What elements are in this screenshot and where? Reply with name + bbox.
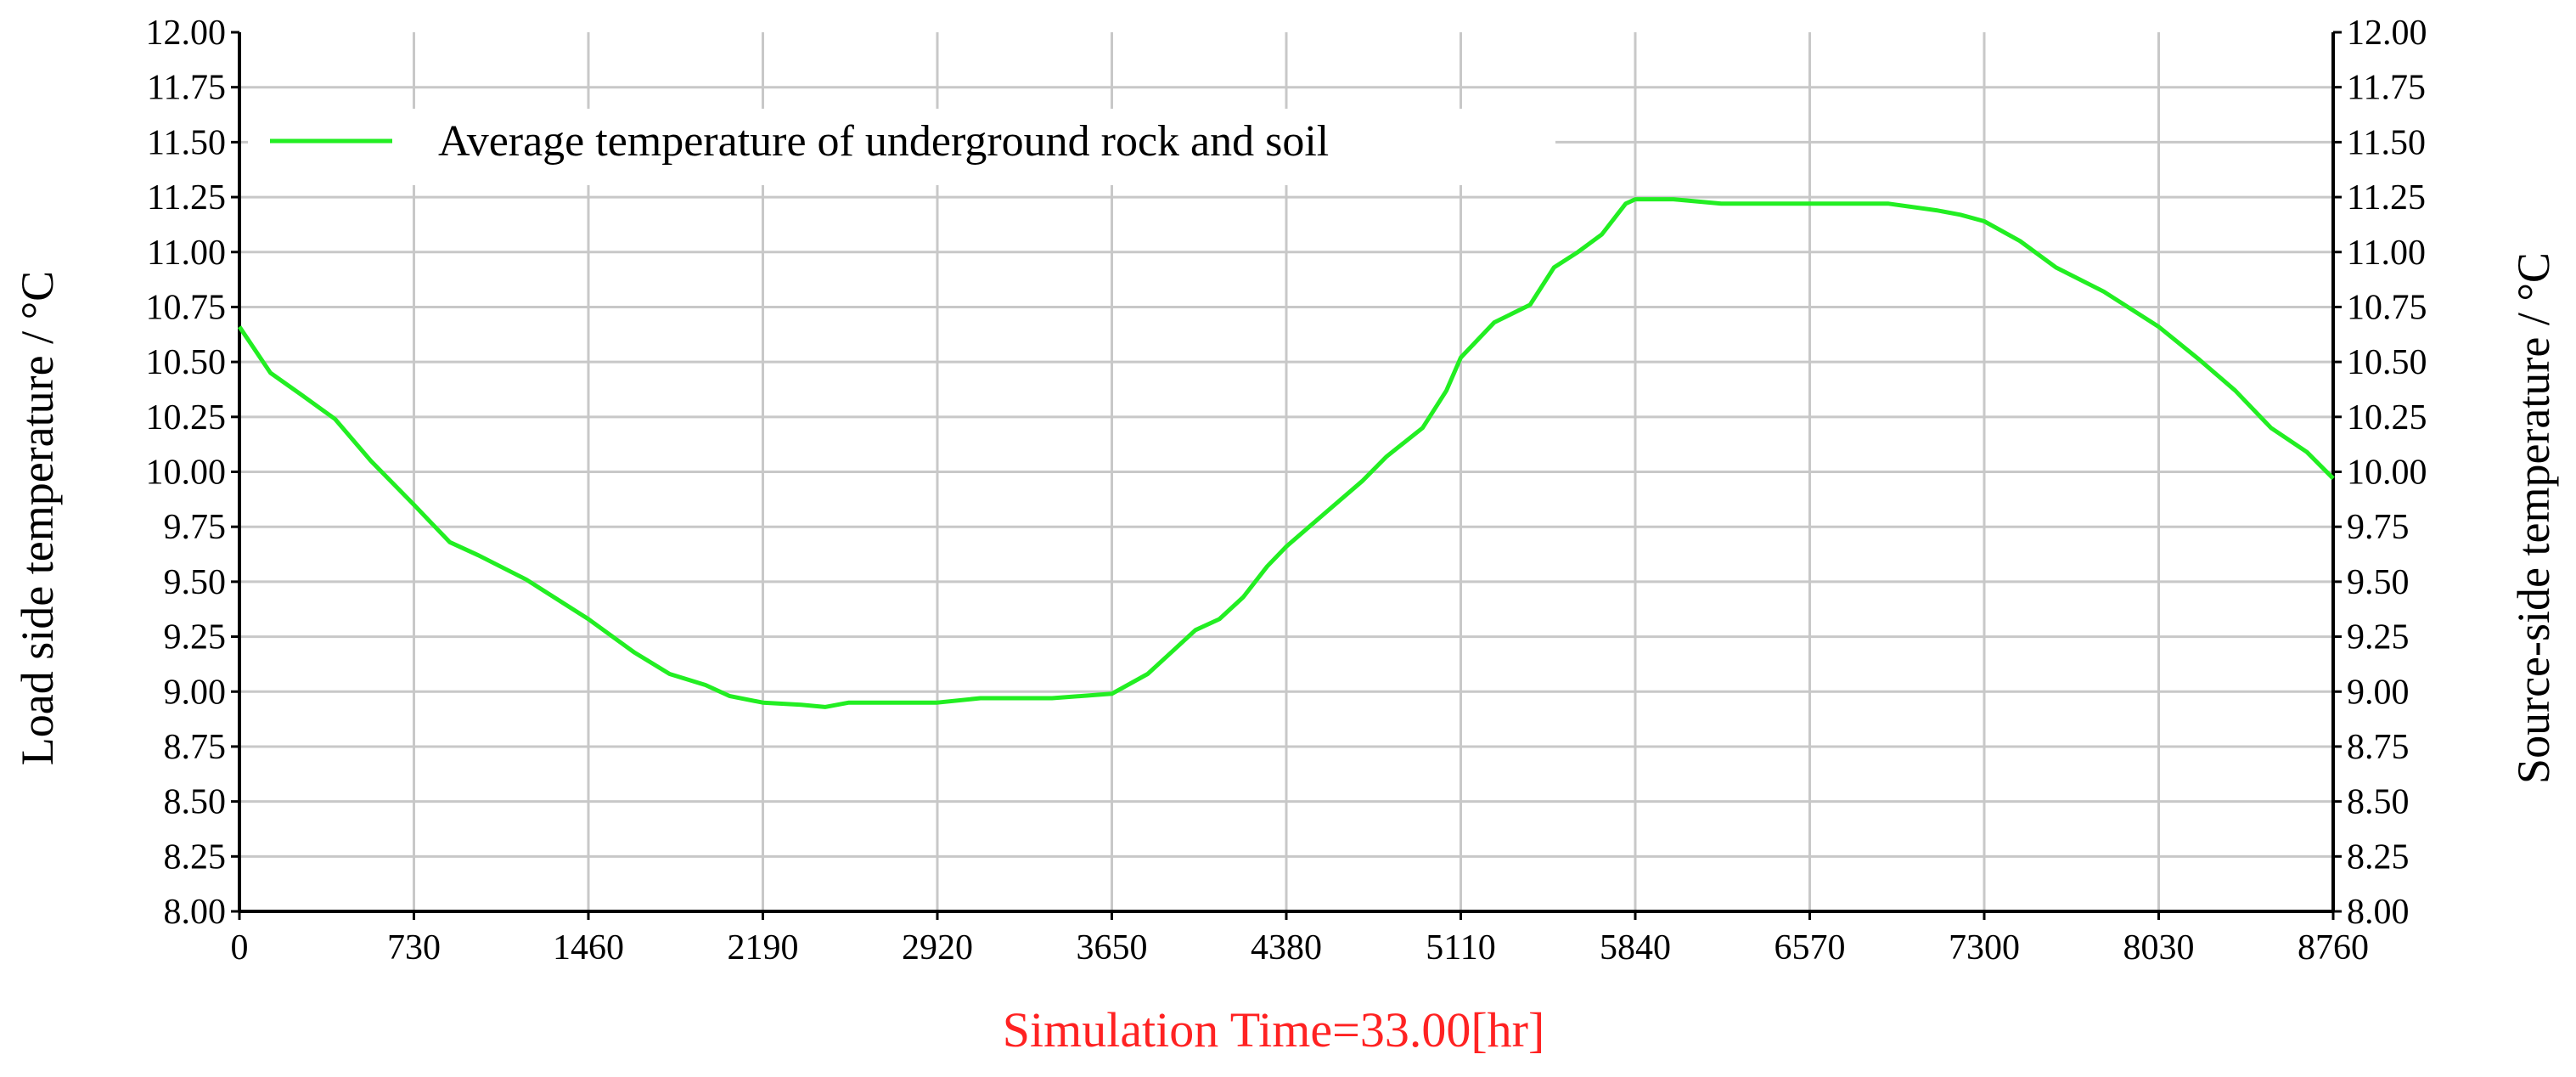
y-tick-label-right: 9.50 [2347, 563, 2410, 602]
y-tick-label-left: 10.50 [146, 343, 227, 382]
axes [231, 31, 2342, 920]
x-tick-label: 1460 [553, 928, 624, 967]
y-tick-label-right: 8.25 [2347, 837, 2410, 877]
y-tick-label-right: 12.00 [2347, 14, 2427, 53]
y-tick-label-left: 9.50 [164, 563, 227, 602]
y-axis-title-right: Source-side temperature / °C [2508, 252, 2559, 784]
y-axis-title-left: Load side temperature / °C [12, 271, 63, 765]
y-tick-label-right: 9.00 [2347, 673, 2410, 712]
y-tick-label-left: 9.75 [164, 508, 227, 547]
series-line-average-temperature [237, 197, 2335, 709]
y-tick-label-right: 10.75 [2347, 288, 2427, 327]
y-tick-label-left: 11.00 [147, 234, 226, 273]
x-tick-label: 7300 [1949, 928, 2020, 967]
y-tick-label-left: 9.25 [164, 618, 227, 657]
legend: Average temperature of underground rock … [248, 109, 1555, 185]
x-tick-label: 8030 [2123, 928, 2195, 967]
y-tick-label-right: 8.50 [2347, 783, 2410, 822]
x-tick-label: 5110 [1426, 928, 1495, 967]
x-tick-label: 5840 [1600, 928, 1671, 967]
series-lines [237, 197, 2335, 709]
y-tick-label-right: 9.25 [2347, 618, 2410, 657]
y-tick-label-right: 10.50 [2347, 343, 2427, 382]
x-tick-label: 2920 [902, 928, 973, 967]
y-tick-label-left: 8.75 [164, 728, 227, 767]
x-tick-label: 730 [387, 928, 441, 967]
x-axis-title: Simulation Time=33.00[hr] [1003, 1002, 1545, 1057]
y-tick-label-right: 10.25 [2347, 398, 2427, 437]
x-tick-label: 0 [231, 928, 249, 967]
x-tick-label: 2190 [728, 928, 799, 967]
y-tick-label-left: 8.25 [164, 837, 227, 877]
x-tick-label: 4380 [1251, 928, 1322, 967]
y-tick-label-right: 11.25 [2347, 178, 2426, 217]
legend-background [248, 109, 1555, 185]
y-tick-label-right: 9.75 [2347, 508, 2410, 547]
y-tick-label-right: 8.00 [2347, 893, 2410, 932]
x-tick-label: 8760 [2298, 928, 2369, 967]
y-tick-label-left: 12.00 [146, 14, 227, 53]
y-tick-label-right: 11.50 [2347, 123, 2426, 162]
y-tick-label-left: 10.00 [146, 454, 227, 493]
x-tick-label: 6570 [1775, 928, 1846, 967]
y-tick-label-left: 9.00 [164, 673, 227, 712]
x-tick-label: 3650 [1077, 928, 1148, 967]
tick-labels: 8.00 8.00 8.25 8.25 8.50 8.50 8.75 8.75 9.00 9.00… [146, 14, 2427, 967]
y-tick-label-right: 8.75 [2347, 728, 2410, 767]
y-tick-label-right: 11.00 [2347, 234, 2426, 273]
y-tick-label-left: 8.00 [164, 893, 227, 932]
y-tick-label-left: 10.75 [146, 288, 227, 327]
y-tick-label-left: 11.75 [147, 69, 226, 108]
y-tick-label-left: 10.25 [146, 398, 227, 437]
y-tick-label-left: 11.25 [147, 178, 226, 217]
y-tick-label-right: 10.00 [2347, 454, 2427, 493]
y-tick-label-left: 8.50 [164, 783, 227, 822]
y-tick-label-right: 11.75 [2347, 69, 2426, 108]
y-tick-label-left: 11.50 [147, 123, 226, 162]
legend-label: Average temperature of underground rock … [438, 117, 1329, 166]
